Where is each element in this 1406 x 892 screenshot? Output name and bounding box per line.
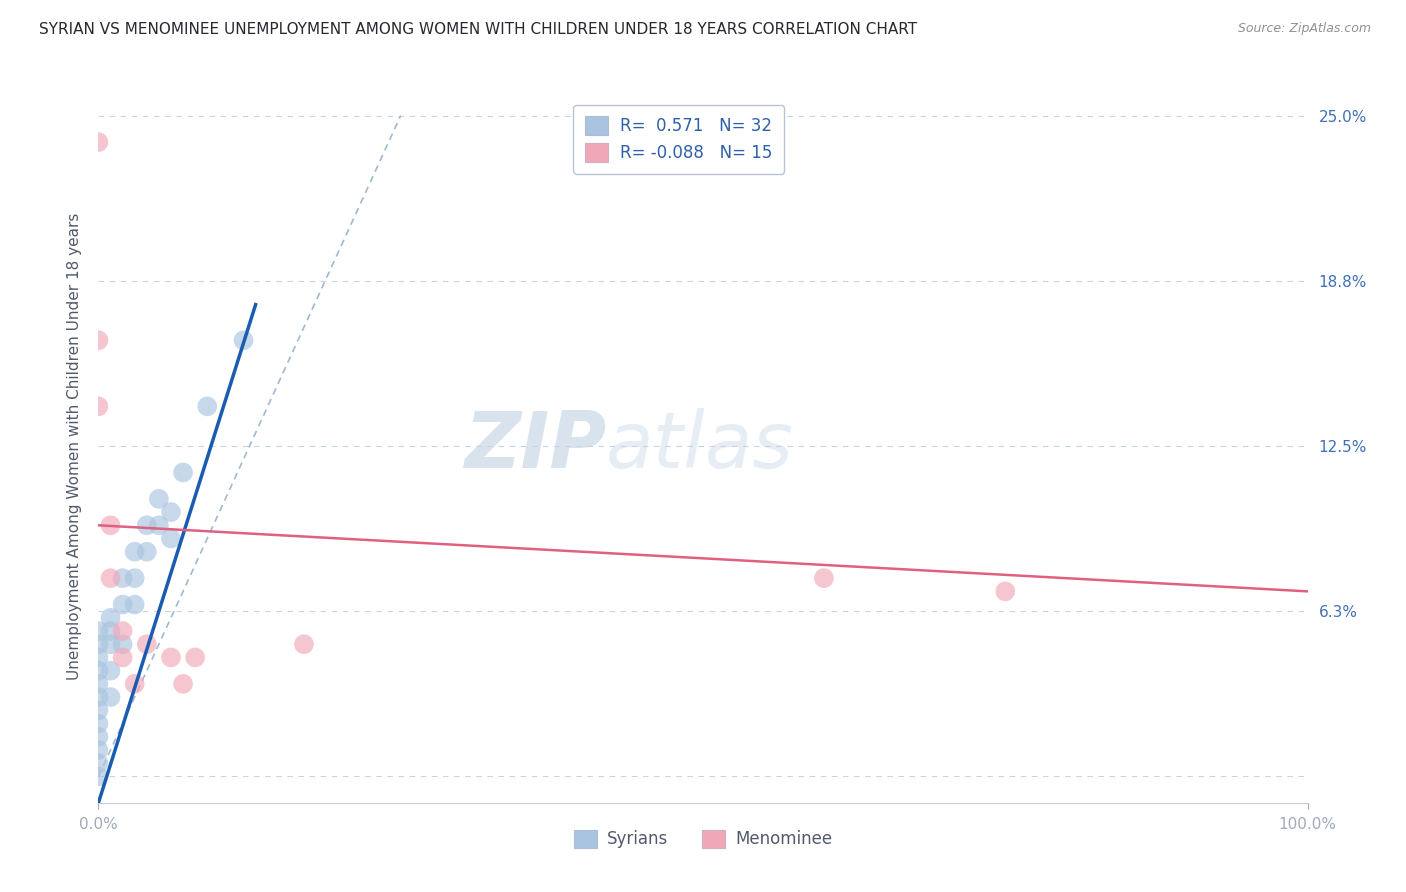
Y-axis label: Unemployment Among Women with Children Under 18 years: Unemployment Among Women with Children U… <box>66 212 82 680</box>
Text: Source: ZipAtlas.com: Source: ZipAtlas.com <box>1237 22 1371 36</box>
Point <box>994 584 1017 599</box>
Point <box>87 690 110 704</box>
Point <box>100 611 122 625</box>
Point <box>124 545 146 559</box>
Point <box>111 624 134 638</box>
Point <box>100 664 122 678</box>
Point <box>172 677 194 691</box>
Point <box>87 637 110 651</box>
Point <box>87 400 110 414</box>
Point <box>135 518 157 533</box>
Point <box>87 624 110 638</box>
Point <box>87 333 110 347</box>
Point <box>160 650 183 665</box>
Point <box>124 677 146 691</box>
Point <box>160 505 183 519</box>
Point <box>292 637 315 651</box>
Point <box>87 769 110 783</box>
Point <box>148 491 170 506</box>
Point <box>100 624 122 638</box>
Legend: Syrians, Menominee: Syrians, Menominee <box>567 823 839 855</box>
Point <box>87 730 110 744</box>
Point <box>87 135 110 149</box>
Point <box>87 677 110 691</box>
Point <box>172 466 194 480</box>
Point <box>87 756 110 771</box>
Point <box>87 716 110 731</box>
Point <box>100 571 122 585</box>
Point <box>111 571 134 585</box>
Point <box>232 333 254 347</box>
Point <box>148 518 170 533</box>
Point <box>813 571 835 585</box>
Point <box>87 743 110 757</box>
Point <box>87 650 110 665</box>
Point <box>135 637 157 651</box>
Point <box>111 598 134 612</box>
Point <box>135 545 157 559</box>
Point <box>184 650 207 665</box>
Point <box>160 532 183 546</box>
Point <box>100 690 122 704</box>
Point <box>87 703 110 717</box>
Point <box>87 664 110 678</box>
Text: SYRIAN VS MENOMINEE UNEMPLOYMENT AMONG WOMEN WITH CHILDREN UNDER 18 YEARS CORREL: SYRIAN VS MENOMINEE UNEMPLOYMENT AMONG W… <box>39 22 918 37</box>
Point <box>195 400 218 414</box>
Point <box>124 598 146 612</box>
Point <box>111 637 134 651</box>
Point <box>100 637 122 651</box>
Point <box>111 650 134 665</box>
Point <box>124 571 146 585</box>
Point <box>100 518 122 533</box>
Text: atlas: atlas <box>606 408 794 484</box>
Text: ZIP: ZIP <box>464 408 606 484</box>
